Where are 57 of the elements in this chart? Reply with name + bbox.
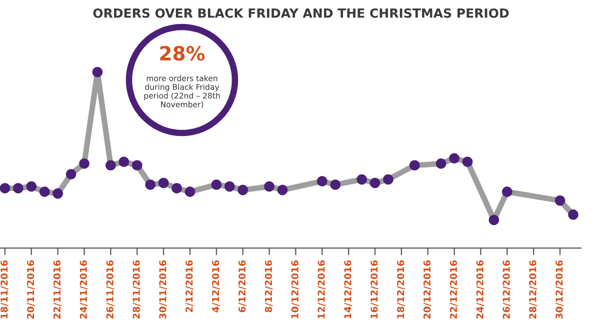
x-tick-label: 16/12/2016 <box>370 260 378 318</box>
point <box>211 180 222 190</box>
point <box>52 188 64 199</box>
chart-title: ORDERS OVER BLACK FRIDAY AND THE CHRISTMAS PERIOD <box>93 8 509 18</box>
x-tick-label: 4/12/2016 <box>212 260 220 312</box>
point <box>370 178 380 188</box>
x-tick-label: 2/12/2016 <box>186 260 194 312</box>
x-tick-label: 30/12/2016 <box>556 260 564 319</box>
x-tick-label: 28/12/2016 <box>529 260 538 319</box>
point <box>356 174 367 185</box>
x-tick-label: 8/12/2016 <box>264 260 273 312</box>
point <box>330 180 341 190</box>
point <box>224 181 235 192</box>
x-tick-label: 12/12/2016 <box>318 260 326 318</box>
x-tick-label: 18/11/2016 <box>0 260 8 318</box>
point <box>462 156 473 168</box>
point <box>488 214 500 226</box>
point <box>449 153 460 164</box>
x-tick-label: 28/11/2016 <box>132 260 141 319</box>
point <box>554 195 566 206</box>
point <box>26 181 37 192</box>
x-tick-label: 26/11/2016 <box>106 260 114 319</box>
point <box>502 186 512 197</box>
x-tick-label: 24/12/2016 <box>476 260 484 319</box>
x-tick-label: 22/11/2016 <box>53 260 62 319</box>
point <box>66 168 76 180</box>
point <box>118 156 130 168</box>
x-tick-label: 24/11/2016 <box>80 260 88 319</box>
x-tick-label: 14/12/2016 <box>344 260 352 318</box>
point <box>92 66 103 78</box>
point <box>184 186 196 197</box>
point <box>79 158 90 169</box>
point <box>132 160 142 171</box>
x-tick-label: 10/12/2016 <box>291 260 300 318</box>
x-tick-label: 20/12/2016 <box>423 260 432 319</box>
x-tick-label: 6/12/2016 <box>238 260 246 312</box>
x-tick-label: 30/11/2016 <box>159 260 168 319</box>
point <box>0 183 10 194</box>
x-tick-label: 26/12/2016 <box>502 260 511 319</box>
point <box>409 160 420 171</box>
x-tick-label: 20/11/2016 <box>26 260 35 319</box>
point <box>158 178 169 188</box>
point <box>145 180 156 190</box>
point <box>39 186 50 197</box>
point <box>12 183 24 194</box>
point <box>238 184 248 196</box>
x-tick-label: 18/12/2016 <box>397 260 405 318</box>
point <box>277 184 288 196</box>
text: 28% <box>160 46 205 61</box>
point <box>382 174 394 185</box>
point <box>568 209 578 220</box>
point <box>172 183 182 194</box>
point <box>264 181 274 192</box>
point <box>316 176 328 186</box>
point <box>105 160 116 171</box>
x-tick-label: 22/12/2016 <box>450 260 458 319</box>
point <box>436 158 446 169</box>
